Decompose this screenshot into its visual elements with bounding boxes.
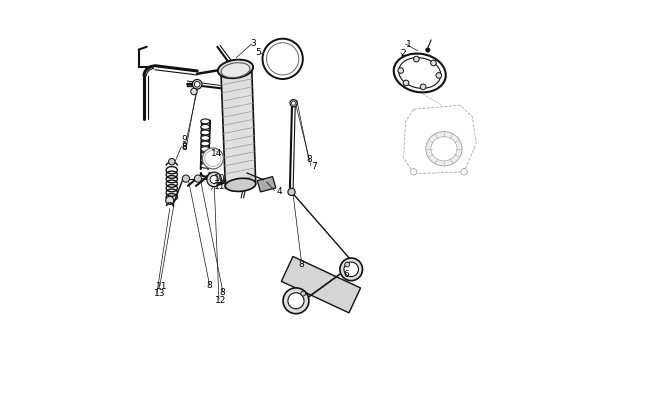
Circle shape (413, 57, 419, 63)
Text: 13: 13 (153, 288, 165, 298)
Text: 7: 7 (311, 162, 317, 171)
Circle shape (292, 102, 296, 106)
Circle shape (182, 175, 190, 183)
Text: 9: 9 (182, 135, 188, 144)
Circle shape (266, 44, 299, 76)
Ellipse shape (218, 60, 253, 79)
Circle shape (288, 293, 304, 309)
Circle shape (288, 189, 295, 196)
Circle shape (202, 149, 224, 170)
Ellipse shape (221, 64, 250, 79)
Ellipse shape (201, 136, 210, 141)
Text: 6: 6 (343, 270, 349, 279)
Polygon shape (221, 66, 255, 188)
Circle shape (166, 197, 174, 205)
Circle shape (436, 73, 441, 79)
Text: 2: 2 (401, 49, 406, 58)
Text: 10: 10 (214, 174, 226, 183)
Circle shape (421, 85, 426, 90)
Circle shape (301, 291, 305, 296)
Circle shape (263, 40, 303, 80)
Text: 8: 8 (307, 155, 313, 164)
Circle shape (192, 80, 202, 90)
Ellipse shape (201, 158, 210, 163)
Circle shape (194, 175, 202, 183)
Circle shape (290, 100, 297, 108)
Ellipse shape (201, 125, 210, 130)
Text: 8: 8 (182, 143, 188, 151)
Text: 8: 8 (219, 287, 225, 296)
Ellipse shape (201, 153, 210, 158)
Text: 11: 11 (157, 281, 168, 291)
Text: 11: 11 (214, 181, 226, 190)
Circle shape (430, 61, 436, 67)
Circle shape (168, 159, 175, 166)
Circle shape (426, 49, 430, 53)
Ellipse shape (201, 147, 210, 152)
Circle shape (283, 288, 309, 314)
Ellipse shape (398, 58, 441, 89)
Circle shape (411, 169, 417, 175)
Text: 8: 8 (182, 142, 188, 151)
Text: 1: 1 (406, 40, 411, 49)
Circle shape (210, 176, 218, 184)
Text: 3: 3 (250, 39, 255, 48)
Circle shape (344, 262, 350, 267)
Circle shape (207, 173, 222, 187)
Text: 4: 4 (277, 187, 282, 196)
Circle shape (205, 151, 221, 167)
Circle shape (461, 169, 467, 175)
Polygon shape (257, 177, 276, 192)
Ellipse shape (426, 132, 462, 166)
Ellipse shape (201, 119, 210, 124)
Text: 12: 12 (215, 295, 227, 304)
Text: 5: 5 (255, 48, 261, 57)
Circle shape (194, 82, 200, 88)
Text: 8: 8 (299, 259, 305, 268)
Circle shape (340, 258, 363, 281)
Text: 8: 8 (206, 281, 212, 290)
Circle shape (344, 262, 358, 277)
Circle shape (403, 81, 409, 87)
Circle shape (398, 68, 404, 74)
Ellipse shape (226, 179, 256, 192)
Circle shape (190, 89, 197, 96)
Polygon shape (281, 257, 361, 313)
Ellipse shape (201, 131, 210, 136)
Ellipse shape (431, 137, 457, 162)
Ellipse shape (201, 142, 210, 147)
Ellipse shape (394, 54, 446, 93)
Ellipse shape (201, 164, 210, 169)
Text: 14: 14 (211, 149, 223, 158)
